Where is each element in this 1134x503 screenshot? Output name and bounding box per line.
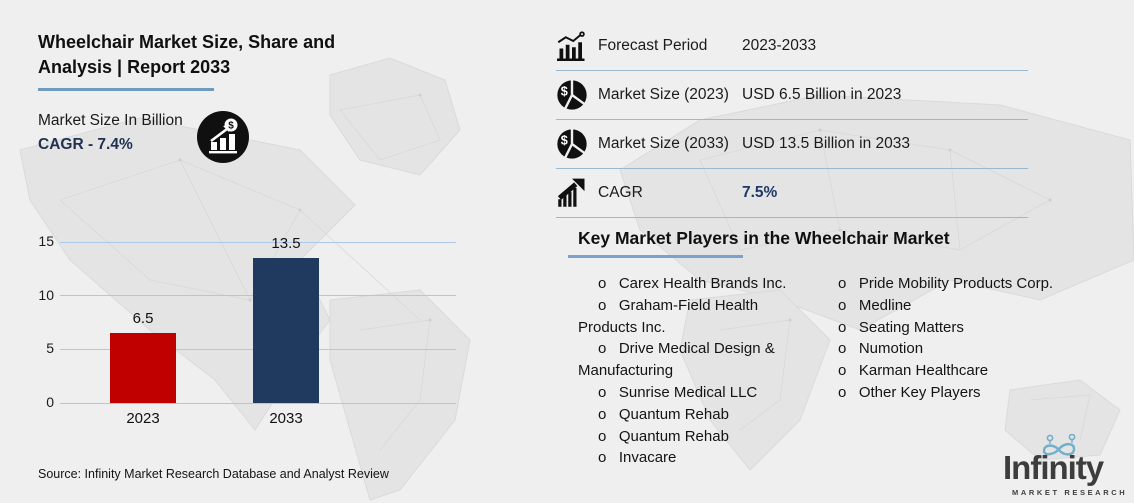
svg-text:$: $ xyxy=(228,121,234,132)
list-item: o Numotion xyxy=(838,340,924,358)
list-item: o Seating Matters xyxy=(838,318,964,336)
stat-row-market-size-2033: $ Market Size (2033) USD 13.5 Billion in… xyxy=(556,120,1028,169)
bar-2023 xyxy=(110,333,176,403)
infinity-icon xyxy=(1028,433,1090,465)
chart-gridline xyxy=(60,241,456,243)
list-item: o Invacare xyxy=(598,449,677,467)
infinity-market-research-logo: Infinity MARKET RESEARCH xyxy=(995,432,1125,498)
cagr-left-label: CAGR - 7.4% xyxy=(38,136,133,153)
svg-text:$: $ xyxy=(561,134,568,148)
pie-dollar-icon: $ xyxy=(556,79,592,111)
stat-label: CAGR xyxy=(598,184,643,201)
y-axis-tick-label: 0 xyxy=(46,394,54,410)
players-column-right: o Pride Mobility Products Corp. o Medline… xyxy=(818,273,1063,404)
players-heading: Key Market Players in the Wheelchair Mar… xyxy=(578,228,950,248)
bar-value-label: 6.5 xyxy=(132,310,154,328)
bar-value-label: 13.5 xyxy=(271,235,301,253)
stat-row-market-size-2023: $ Market Size (2023) USD 6.5 Billion in … xyxy=(556,71,1028,120)
stat-row-forecast-period: Forecast Period 2023-2033 xyxy=(556,22,1028,71)
growth-arrow-icon xyxy=(556,178,592,208)
stat-label: Market Size (2033) xyxy=(598,135,729,152)
stat-value: 2023-2033 xyxy=(742,37,817,54)
list-item: o Sunrise Medical LLC xyxy=(598,383,758,401)
bar-chart: 0 5 10 15 6.5 2023 13.5 2033 xyxy=(38,233,462,444)
y-axis-tick-label: 15 xyxy=(38,233,54,249)
stat-label: Market Size (2023) xyxy=(598,86,729,103)
pie-dollar-icon: $ xyxy=(556,128,592,160)
logo-wordmark: Infinity xyxy=(1003,449,1104,486)
list-item: o Quantum Rehab xyxy=(598,405,729,423)
list-item: o Pride Mobility Products Corp. xyxy=(838,275,1054,292)
forecast-chart-icon xyxy=(556,31,592,61)
list-item: o Karman Healthcare xyxy=(838,362,989,380)
list-item: o Quantum Rehab xyxy=(598,427,729,445)
players-heading-underline xyxy=(568,255,743,258)
bar-2033 xyxy=(253,258,319,403)
cagr-value: 7.5% xyxy=(742,184,778,201)
list-item: o Carex Health Brands Inc. xyxy=(598,275,787,292)
logo-tagline: MARKET RESEARCH xyxy=(1012,488,1128,497)
stat-label: Forecast Period xyxy=(598,37,708,54)
y-axis-tick-label: 5 xyxy=(46,340,54,357)
source-note: Source: Infinity Market Research Databas… xyxy=(38,467,389,481)
list-item: o Other Key Players xyxy=(838,383,981,401)
chart-subtitle: Market Size In Billion xyxy=(38,112,183,129)
list-item: o Graham-Field Health Products Inc. xyxy=(578,296,759,336)
list-item: o Medline xyxy=(838,296,912,314)
players-column-left: o Carex Health Brands Inc. o Graham-Field… xyxy=(578,273,810,469)
money-growth-icon: $ xyxy=(196,110,250,169)
y-axis-tick-label: 10 xyxy=(38,286,54,303)
x-axis-category-label: 2033 xyxy=(269,410,303,427)
chart-gridline xyxy=(60,402,456,404)
stats-panel: Forecast Period 2023-2033 $ Market Size … xyxy=(556,22,1028,218)
x-axis-category-label: 2023 xyxy=(126,410,160,427)
list-item: o Drive Medical Design & Manufacturing xyxy=(578,340,775,380)
page-title: Wheelchair Market Size, Share and Analys… xyxy=(38,32,336,77)
stat-value: USD 13.5 Billion in 2033 xyxy=(742,135,911,152)
title-underline xyxy=(38,88,214,91)
stat-row-cagr: CAGR 7.5% xyxy=(556,169,1028,218)
svg-text:$: $ xyxy=(561,85,568,99)
stat-value: USD 6.5 Billion in 2023 xyxy=(742,86,902,103)
chart-plot-area: 0 5 10 15 6.5 2023 13.5 2033 xyxy=(38,233,456,427)
